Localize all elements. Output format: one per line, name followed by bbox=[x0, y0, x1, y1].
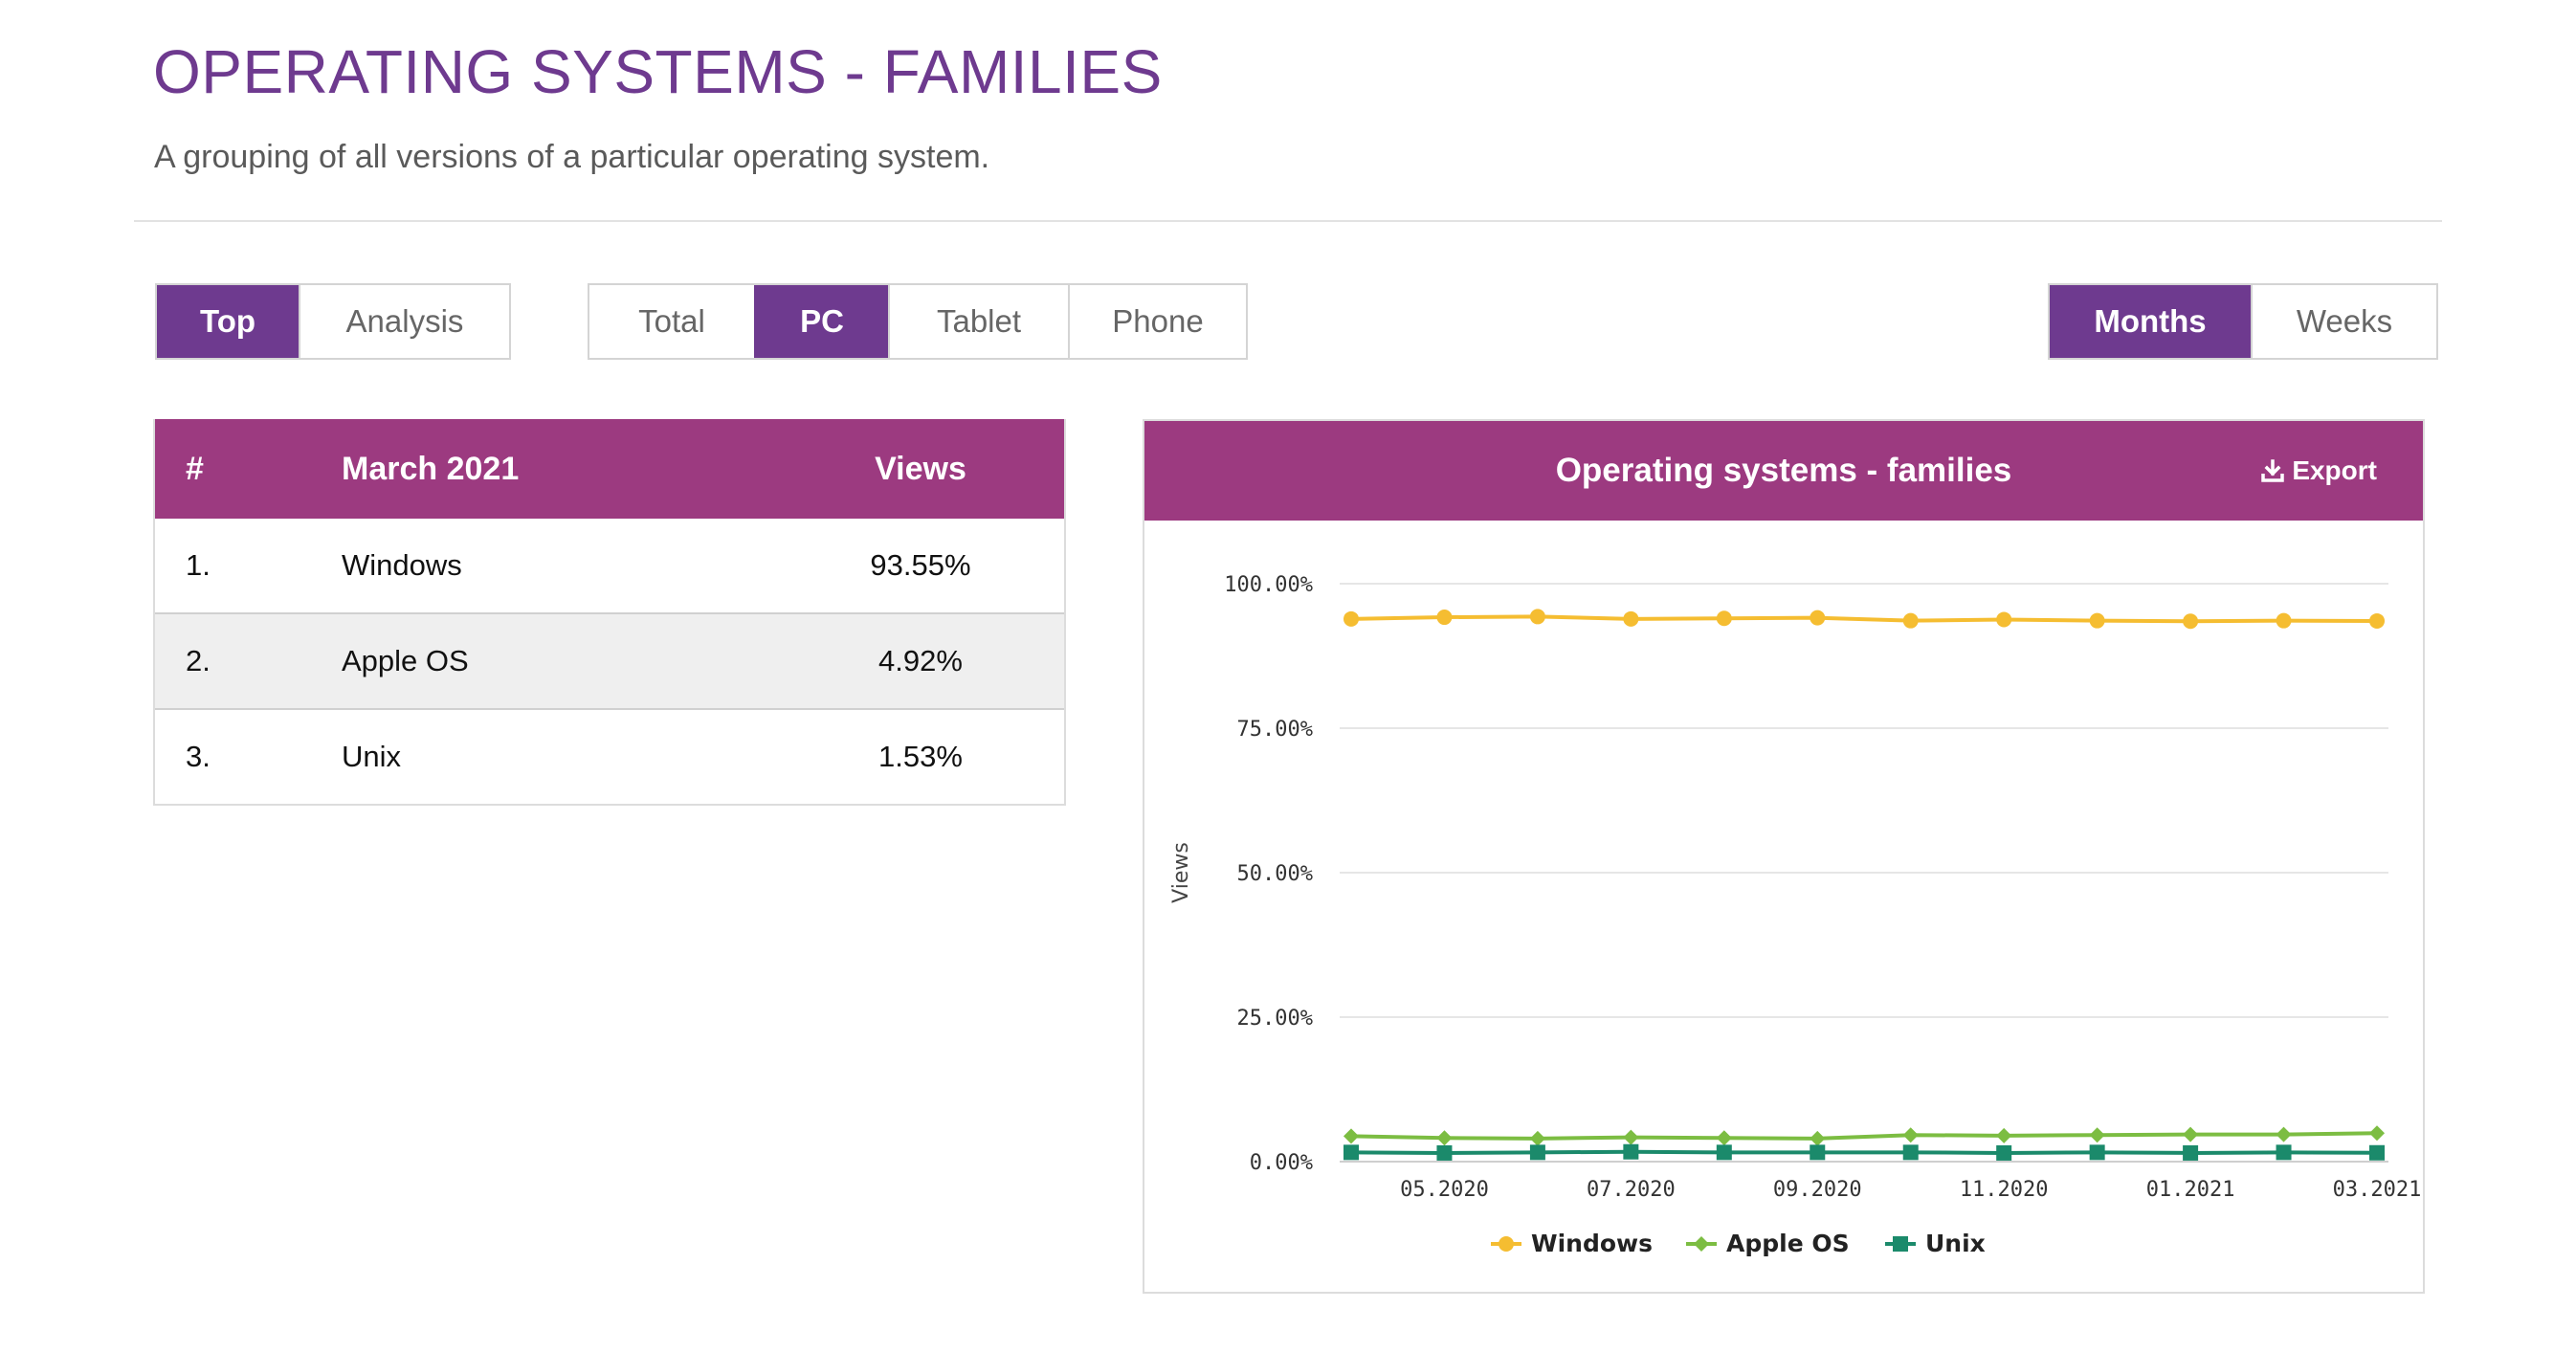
apple-os-data-point bbox=[1623, 1129, 1639, 1145]
y-tick-label: 50.00% bbox=[1237, 862, 1313, 886]
row-name: Unix bbox=[342, 740, 402, 773]
legend-label: Apple OS bbox=[1726, 1230, 1850, 1257]
phone-button[interactable]: Phone bbox=[1068, 285, 1246, 358]
apple-os-data-point bbox=[1996, 1127, 2012, 1143]
table-row: 3. Unix 1.53% bbox=[155, 708, 1064, 804]
tablet-button[interactable]: Tablet bbox=[888, 285, 1068, 358]
total-button[interactable]: Total bbox=[589, 285, 754, 358]
legend-item-windows: Windows bbox=[1491, 1230, 1653, 1257]
export-button[interactable]: Export bbox=[2261, 421, 2377, 521]
windows-data-point bbox=[2369, 612, 2385, 629]
header-divider bbox=[134, 220, 2442, 222]
unix-data-point bbox=[1996, 1144, 2012, 1161]
windows-data-point bbox=[2276, 612, 2292, 629]
windows-data-point bbox=[1436, 610, 1453, 626]
windows-data-point bbox=[1902, 612, 1919, 629]
unix-data-point bbox=[1716, 1144, 1732, 1161]
pc-button[interactable]: PC bbox=[754, 285, 888, 358]
legend-label: Unix bbox=[1925, 1230, 1986, 1257]
unix-data-point bbox=[2276, 1144, 2292, 1161]
apple-os-data-point bbox=[2089, 1127, 2105, 1143]
row-views: 4.92% bbox=[878, 644, 963, 677]
x-tick-label: 03.2021 bbox=[2333, 1178, 2422, 1202]
months-button[interactable]: Months bbox=[2050, 285, 2251, 358]
unix-series-line bbox=[1350, 1149, 2378, 1155]
windows-data-point bbox=[1529, 609, 1545, 625]
x-tick-label: 05.2020 bbox=[1400, 1178, 1489, 1202]
apple-os-series-line bbox=[1350, 1131, 2378, 1141]
chart-title: Operating systems - families bbox=[1555, 452, 2012, 489]
y-tick-label: 75.00% bbox=[1237, 718, 1313, 742]
chart-header: Operating systems - families Export bbox=[1144, 421, 2423, 521]
y-tick-label: 0.00% bbox=[1250, 1151, 1313, 1175]
y-axis-title: Views bbox=[1169, 842, 1193, 903]
windows-series-line bbox=[1350, 614, 2378, 624]
windows-data-point bbox=[1810, 610, 1826, 626]
views-column-header: Views bbox=[875, 450, 966, 487]
page-title: OPERATING SYSTEMS - FAMILIES bbox=[153, 37, 1163, 106]
apple-os-data-point bbox=[2276, 1126, 2292, 1142]
table-row: 1. Windows 93.55% bbox=[155, 519, 1064, 612]
legend-marker bbox=[1499, 1236, 1514, 1252]
apple-os-data-point bbox=[1529, 1130, 1545, 1146]
legend-item-unix: Unix bbox=[1885, 1230, 1986, 1257]
row-rank: 2. bbox=[186, 644, 211, 677]
table-header: # March 2021 Views bbox=[155, 419, 1064, 519]
period-column-header: March 2021 bbox=[342, 450, 520, 487]
apple-os-data-point bbox=[1810, 1130, 1826, 1146]
x-tick-label: 09.2020 bbox=[1773, 1178, 1862, 1202]
weeks-button[interactable]: Weeks bbox=[2251, 285, 2436, 358]
windows-data-point bbox=[1344, 610, 1359, 627]
y-tick-label: 25.00% bbox=[1237, 1007, 1313, 1031]
unix-data-point bbox=[2183, 1144, 2199, 1161]
device-toggle: Total PC Tablet Phone bbox=[588, 283, 1248, 360]
row-views: 93.55% bbox=[870, 548, 971, 582]
unix-data-point bbox=[1436, 1144, 1453, 1161]
row-rank: 1. bbox=[186, 548, 211, 582]
apple-os-data-point bbox=[1902, 1127, 1919, 1143]
download-icon bbox=[2261, 459, 2285, 482]
unix-data-point bbox=[1344, 1144, 1359, 1161]
windows-data-point bbox=[2183, 613, 2199, 630]
unix-data-point bbox=[1529, 1144, 1545, 1161]
y-tick-label: 100.00% bbox=[1224, 573, 1313, 597]
analysis-button[interactable]: Analysis bbox=[299, 285, 509, 358]
period-toggle: Months Weeks bbox=[2048, 283, 2438, 360]
windows-data-point bbox=[1996, 611, 2012, 628]
x-tick-label: 11.2020 bbox=[1960, 1178, 2049, 1202]
windows-data-point bbox=[1716, 610, 1732, 627]
row-rank: 3. bbox=[186, 740, 211, 773]
apple-os-data-point bbox=[1716, 1130, 1732, 1146]
legend-item-apple-os: Apple OS bbox=[1686, 1230, 1850, 1257]
top-button[interactable]: Top bbox=[157, 285, 299, 358]
row-name: Apple OS bbox=[342, 644, 469, 677]
unix-data-point bbox=[1623, 1143, 1639, 1160]
windows-data-point bbox=[1623, 610, 1639, 627]
legend-marker bbox=[1893, 1236, 1908, 1252]
apple-os-data-point bbox=[2369, 1125, 2385, 1142]
chart-panel: Operating systems - families Export 0.00… bbox=[1143, 419, 2425, 1294]
row-name: Windows bbox=[342, 548, 462, 582]
windows-data-point bbox=[2089, 612, 2105, 629]
unix-data-point bbox=[1902, 1144, 1919, 1161]
line-chart: 0.00% 25.00% 50.00% 75.00% 100.00% Views 05.20… bbox=[1169, 573, 2422, 1257]
page-subtitle: A grouping of all versions of a particul… bbox=[154, 139, 990, 175]
unix-data-point bbox=[1810, 1144, 1826, 1161]
apple-os-data-point bbox=[1344, 1128, 1359, 1144]
rank-column-header: # bbox=[186, 450, 204, 487]
unix-data-point bbox=[2089, 1144, 2105, 1161]
view-toggle: Top Analysis bbox=[155, 283, 511, 360]
row-views: 1.53% bbox=[878, 740, 963, 773]
x-tick-label: 01.2021 bbox=[2146, 1178, 2235, 1202]
x-tick-label: 07.2020 bbox=[1587, 1178, 1676, 1202]
legend-label: Windows bbox=[1531, 1230, 1653, 1257]
apple-os-data-point bbox=[1436, 1130, 1453, 1146]
legend-marker bbox=[1694, 1236, 1709, 1252]
table-row: 2. Apple OS 4.92% bbox=[155, 612, 1064, 708]
apple-os-data-point bbox=[2183, 1126, 2199, 1142]
export-label: Export bbox=[2292, 455, 2377, 485]
unix-data-point bbox=[2369, 1144, 2385, 1161]
ranking-table: # March 2021 Views 1. Windows 93.55% 2. … bbox=[153, 419, 1066, 806]
